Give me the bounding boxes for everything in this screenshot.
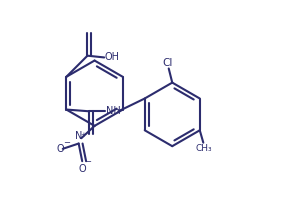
Text: CH₃: CH₃ [196, 144, 213, 152]
Text: N: N [75, 131, 82, 141]
Text: NH: NH [106, 106, 121, 116]
Text: O: O [78, 164, 86, 174]
Text: O: O [56, 144, 64, 154]
Text: −: − [63, 138, 70, 147]
Text: +: + [80, 132, 86, 138]
Text: Cl: Cl [163, 58, 173, 68]
Text: −: − [84, 157, 91, 166]
Text: OH: OH [104, 52, 119, 62]
